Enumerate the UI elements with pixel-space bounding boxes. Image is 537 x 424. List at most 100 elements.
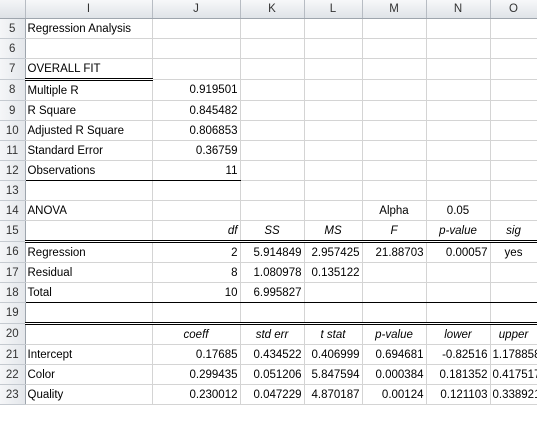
cell-i16[interactable]: Regression (25, 241, 153, 263)
cell-m6[interactable] (362, 38, 427, 59)
cell-i7[interactable]: OVERALL FIT (25, 58, 153, 81)
cell-j21[interactable]: 0.17685 (152, 344, 241, 365)
select-all-corner[interactable] (0, 0, 26, 19)
cell-l8[interactable] (304, 79, 363, 101)
row-header[interactable]: 17 (0, 262, 26, 283)
cell-j13[interactable] (152, 180, 241, 201)
cell-n20[interactable]: lower (426, 323, 491, 345)
cell-k10[interactable] (240, 120, 305, 141)
cell-j17[interactable]: 8 (152, 262, 241, 283)
row-header[interactable]: 10 (0, 120, 26, 141)
cell-i12[interactable]: Observations (25, 160, 153, 181)
cell-n7[interactable] (426, 58, 491, 80)
cell-i6[interactable] (25, 38, 153, 59)
cell-l7[interactable] (304, 58, 363, 80)
cell-m20[interactable]: p-value (362, 323, 427, 345)
cell-m22[interactable]: 0.000384 (362, 364, 427, 385)
cell-n12[interactable] (426, 160, 491, 181)
cell-i14[interactable]: ANOVA (25, 200, 153, 221)
cell-n14[interactable]: 0.05 (426, 200, 491, 221)
cell-i21[interactable]: Intercept (25, 344, 153, 365)
cell-l5[interactable] (304, 18, 363, 39)
cell-k7[interactable] (240, 58, 305, 80)
cell-k22[interactable]: 0.051206 (240, 364, 305, 385)
cell-i8[interactable]: Multiple R (25, 79, 153, 101)
cell-k19[interactable] (240, 302, 305, 325)
cell-m21[interactable]: 0.694681 (362, 344, 427, 365)
cell-i23[interactable]: Quality (25, 384, 153, 405)
cell-j7[interactable] (152, 58, 241, 80)
cell-i22[interactable]: Color (25, 364, 153, 385)
row-header[interactable]: 13 (0, 180, 26, 201)
column-header-m[interactable]: M (362, 0, 427, 19)
cell-k8[interactable] (240, 79, 305, 101)
cell-o13[interactable] (490, 180, 537, 201)
cell-j18[interactable]: 10 (152, 282, 241, 303)
cell-n11[interactable] (426, 140, 491, 161)
cell-k9[interactable] (240, 100, 305, 121)
cell-k23[interactable]: 0.047229 (240, 384, 305, 405)
row-header[interactable]: 9 (0, 100, 26, 121)
cell-k21[interactable]: 0.434522 (240, 344, 305, 365)
row-header[interactable]: 23 (0, 384, 26, 405)
cell-i18[interactable]: Total (25, 282, 153, 303)
cell-j9[interactable]: 0.845482 (152, 100, 241, 121)
cell-m12[interactable] (362, 160, 427, 181)
cell-m13[interactable] (362, 180, 427, 201)
cell-i10[interactable]: Adjusted R Square (25, 120, 153, 141)
column-header-n[interactable]: N (426, 0, 491, 19)
cell-m14[interactable]: Alpha (362, 200, 427, 221)
column-header-j[interactable]: J (152, 0, 241, 19)
row-header[interactable]: 8 (0, 79, 26, 101)
row-header[interactable]: 14 (0, 200, 26, 221)
cell-l23[interactable]: 4.870187 (304, 384, 363, 405)
cell-j15[interactable]: df (152, 220, 241, 243)
cell-o19[interactable] (490, 302, 537, 325)
row-header[interactable]: 6 (0, 38, 26, 59)
cell-o17[interactable] (490, 262, 537, 283)
cell-n21[interactable]: -0.82516 (426, 344, 491, 365)
cell-j11[interactable]: 0.36759 (152, 140, 241, 161)
cell-k16[interactable]: 5.914849 (240, 241, 305, 263)
cell-k13[interactable] (240, 180, 305, 201)
row-header[interactable]: 12 (0, 160, 26, 181)
cell-j6[interactable] (152, 38, 241, 59)
cell-l13[interactable] (304, 180, 363, 201)
cell-n23[interactable]: 0.121103 (426, 384, 491, 405)
cell-j19[interactable] (152, 302, 241, 325)
cell-n22[interactable]: 0.181352 (426, 364, 491, 385)
cell-m15[interactable]: F (362, 220, 427, 243)
cell-l14[interactable] (304, 200, 363, 221)
cell-n13[interactable] (426, 180, 491, 201)
row-header[interactable]: 15 (0, 220, 26, 242)
column-header-o[interactable]: O (490, 0, 537, 19)
cell-i11[interactable]: Standard Error (25, 140, 153, 161)
cell-m18[interactable] (362, 282, 427, 303)
cell-o15[interactable]: sig (490, 220, 537, 243)
cell-m9[interactable] (362, 100, 427, 121)
cell-k12[interactable] (240, 160, 305, 181)
cell-l9[interactable] (304, 100, 363, 121)
cell-n8[interactable] (426, 79, 491, 101)
cell-o14[interactable] (490, 200, 537, 221)
cell-m16[interactable]: 21.88703 (362, 241, 427, 263)
cell-o12[interactable] (490, 160, 537, 181)
cell-o22[interactable]: 0.417517 (490, 364, 537, 385)
cell-j5[interactable] (152, 18, 241, 39)
cell-o8[interactable] (490, 79, 537, 101)
cell-l22[interactable]: 5.847594 (304, 364, 363, 385)
row-header[interactable]: 16 (0, 241, 26, 263)
cell-m10[interactable] (362, 120, 427, 141)
cell-i5[interactable]: Regression Analysis (25, 18, 153, 39)
cell-j12[interactable]: 11 (152, 160, 241, 181)
cell-n19[interactable] (426, 302, 491, 325)
cell-o7[interactable] (490, 58, 537, 80)
cell-j10[interactable]: 0.806853 (152, 120, 241, 141)
cell-l19[interactable] (304, 302, 363, 325)
cell-o18[interactable] (490, 282, 537, 303)
cell-o21[interactable]: 1.178858 (490, 344, 537, 365)
cell-m7[interactable] (362, 58, 427, 80)
cell-j23[interactable]: 0.230012 (152, 384, 241, 405)
cell-m23[interactable]: 0.00124 (362, 384, 427, 405)
cell-k15[interactable]: SS (240, 220, 305, 243)
